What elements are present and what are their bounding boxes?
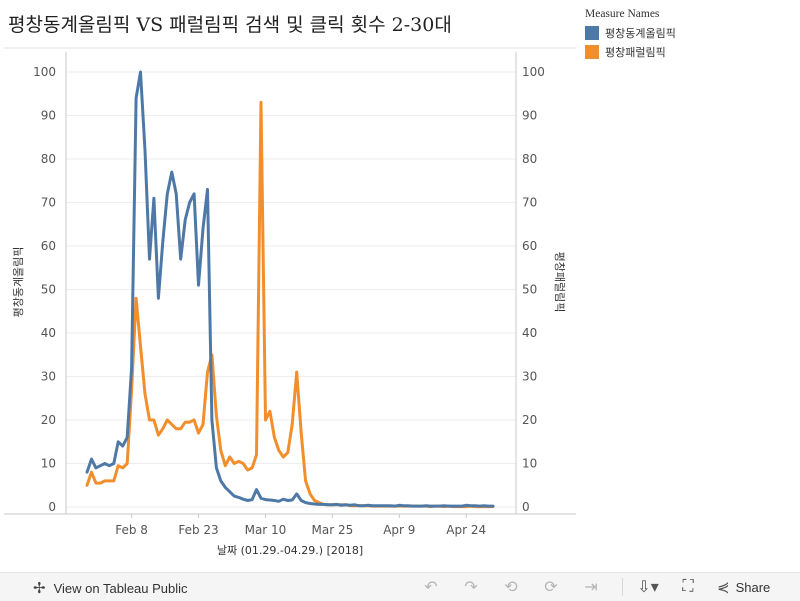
tableau-toolbar: ✢ View on Tableau Public ↶ ↷ ⟲ ⟳ ⇥ ⇩▾ ⛶ … — [0, 572, 800, 601]
y-tick-left-70: 70 — [41, 196, 56, 210]
download-icon[interactable]: ⇩▾ — [637, 579, 659, 596]
y-tick-left-0: 0 — [48, 500, 56, 514]
y-tick-right-20: 20 — [522, 413, 537, 427]
y-tick-right-10: 10 — [522, 457, 537, 471]
share-label: Share — [735, 579, 771, 595]
x-axis-title: 날짜 (01.29.-04.29.) [2018] — [217, 544, 363, 557]
y-tick-left-50: 50 — [41, 283, 56, 297]
legend: Measure Names 평창동계올림픽 평창패럴림픽 — [585, 8, 676, 61]
chart-title: 평창동계올림픽 VS 패럴림픽 검색 및 클릭 횟수 2-30대 — [8, 14, 452, 36]
toolbar-divider — [622, 578, 623, 596]
share-icon: ⋞ — [717, 579, 730, 596]
x-tick-label-3: Mar 25 — [312, 523, 354, 537]
y-tick-right-30: 30 — [522, 370, 537, 384]
y-tick-left-40: 40 — [41, 326, 56, 340]
x-tick-label-2: Mar 10 — [245, 523, 287, 537]
y-tick-left-90: 90 — [41, 109, 56, 123]
y-tick-right-90: 90 — [522, 109, 537, 123]
redo-icon[interactable]: ↷ — [464, 579, 478, 596]
y-tick-left-100: 100 — [33, 65, 56, 79]
y-tick-left-20: 20 — [41, 413, 56, 427]
legend-swatch-paralympics — [585, 44, 599, 59]
legend-swatch-olympics — [585, 25, 599, 40]
refresh-icon[interactable]: ⟳ — [544, 579, 558, 596]
y-tick-left-60: 60 — [41, 239, 56, 253]
legend-item-olympics[interactable]: 평창동계올림픽 — [585, 23, 676, 42]
line-chart: 0 0 10 10 20 20 30 30 40 40 50 50 60 60 70 70 80 80 90 90 10… — [4, 47, 576, 557]
x-tick-label-5: Apr 24 — [446, 523, 486, 537]
y-tick-right-70: 70 — [522, 196, 537, 210]
series-line-olympics — [85, 70, 495, 508]
x-tick-label-0: Feb 8 — [115, 523, 148, 537]
toolbar-actions: ↶ ↷ ⟲ ⟳ ⇥ ⇩▾ ⛶ ⋞ Share — [420, 577, 770, 597]
series-line-paralympics — [85, 100, 495, 509]
y-tick-left-10: 10 — [41, 457, 56, 471]
share-button[interactable]: ⋞ Share — [717, 578, 770, 596]
legend-label-olympics: 평창동계올림픽 — [605, 26, 676, 40]
view-on-tableau-link[interactable]: ✢ View on Tableau Public — [33, 579, 188, 597]
view-on-tableau-label: View on Tableau Public — [53, 580, 188, 596]
y-tick-right-50: 50 — [522, 283, 537, 297]
legend-label-paralympics: 평창패럴림픽 — [605, 45, 666, 59]
y-axis-title-left: 평창동계올림픽 — [12, 247, 25, 318]
y-tick-right-100: 100 — [522, 65, 545, 79]
y-tick-right-40: 40 — [522, 326, 537, 340]
x-tick-label-1: Feb 23 — [178, 523, 218, 537]
undo-icon[interactable]: ↶ — [424, 579, 438, 596]
revert-icon[interactable]: ⟲ — [504, 579, 518, 596]
y-tick-right-60: 60 — [522, 239, 537, 253]
y-tick-right-0: 0 — [522, 500, 530, 514]
y-tick-right-80: 80 — [522, 152, 537, 166]
y-axis-title-right: 평창패럴림픽 — [553, 252, 566, 313]
y-tick-left-30: 30 — [41, 370, 56, 384]
legend-title: Measure Names — [585, 8, 660, 20]
legend-item-paralympics[interactable]: 평창패럴림픽 — [585, 42, 676, 61]
x-tick-label-4: Apr 9 — [383, 523, 415, 537]
tableau-logo-icon: ✢ — [33, 580, 46, 597]
y-tick-left-80: 80 — [41, 152, 56, 166]
pause-icon[interactable]: ⇥ — [584, 579, 598, 596]
fullscreen-icon[interactable]: ⛶ — [682, 578, 694, 595]
